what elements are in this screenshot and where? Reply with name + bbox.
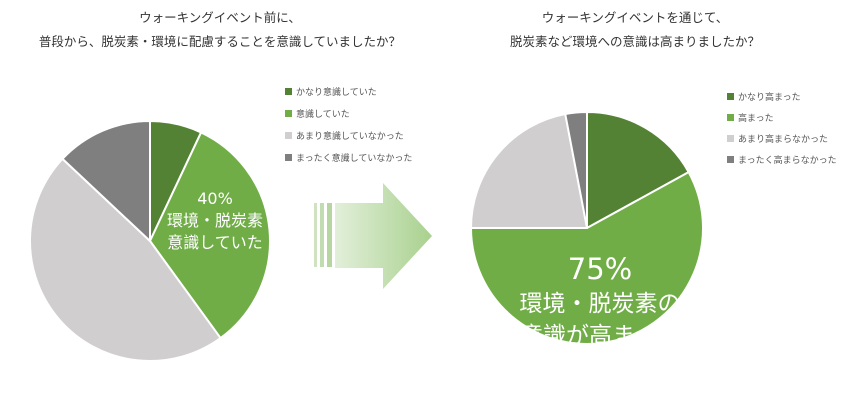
transition-arrow: [314, 183, 432, 289]
legend-after-swatch: [727, 156, 734, 163]
pie-before-slice-4: [61, 120, 151, 242]
legend-before: かなり意識していた 意識していたあまり意識していなかった まったく意識していなかった: [285, 80, 412, 168]
legend-before-swatch: [285, 131, 292, 139]
arrow-stripe: [327, 203, 332, 267]
callout-after: 75% 環境・脱炭素の 意識が高まった: [480, 250, 720, 352]
callout-before-line2: 意識していた: [167, 233, 263, 252]
chart-title-after-line-2: 脱炭素など環境への意識は高まりましたか？: [509, 34, 760, 49]
arrow-stripe: [314, 203, 317, 267]
callout-after-line1: 環境・脱炭素の: [519, 291, 681, 317]
chart-title-after: ウォーキングイベントを通じて、脱炭素など環境への意識は高まりましたか？: [470, 6, 800, 54]
legend-before-item: 意識していた: [285, 102, 412, 124]
legend-after-label: まったく高まらなかった: [738, 156, 837, 166]
legend-before-label: かなり意識していた: [296, 87, 377, 98]
legend-after-label: 高まった: [738, 114, 774, 124]
legend-after-label: あまり高まらなかった: [738, 135, 829, 145]
legend-before-swatch: [285, 87, 292, 95]
callout-after-percent: 75%: [567, 252, 633, 286]
legend-after-item: かなり高まった: [727, 86, 837, 107]
legend-after-swatch: [727, 114, 734, 121]
legend-before-item: かなり意識していた: [285, 80, 412, 102]
callout-after-line2: 意識が高まった: [519, 323, 681, 349]
chart-title-before-line-1: ウォーキングイベント前に、: [139, 10, 301, 25]
chart-title-before: ウォーキングイベント前に、普段から、脱炭素・環境に配慮することを意識していました…: [20, 6, 420, 54]
legend-before-label: まったく意識していなかった: [296, 153, 413, 164]
pie-before-slice-2: [149, 131, 271, 340]
legend-after-swatch: [727, 135, 734, 142]
legend-after-label: かなり高まった: [738, 93, 801, 103]
legend-after-item: まったく高まらなかった: [727, 149, 837, 170]
pie-before-slice-3: [28, 157, 222, 362]
legend-after-item: あまり高まらなかった: [727, 128, 837, 149]
legend-after: かなり高まった 高まったあまり高まらなかった まったく高まらなかった: [727, 86, 837, 170]
legend-before-item: まったく意識していなかった: [285, 146, 412, 168]
legend-before-label: 意識していた: [296, 109, 350, 120]
arrow-stripe: [320, 203, 324, 267]
legend-before-label: あまり意識していなかった: [296, 131, 404, 142]
legend-before-swatch: [285, 153, 292, 161]
pie-after-slice-1: [586, 111, 690, 229]
legend-after-swatch: [727, 93, 734, 100]
chart-title-before-line-2: 普段から、脱炭素・環境に配慮することを意識していましたか？: [38, 34, 402, 49]
arrow-body: [335, 183, 432, 289]
legend-before-item: あまり意識していなかった: [285, 124, 412, 146]
pie-after-slice-2: [470, 171, 704, 345]
legend-before-swatch: [285, 109, 292, 117]
chart-title-after-line-1: ウォーキングイベントを通じて、: [541, 10, 729, 25]
pie-after-slice-3: [470, 113, 588, 229]
callout-before: 40% 環境・脱炭素 意識していた: [160, 188, 270, 254]
pie-after-slice-4: [564, 110, 588, 229]
callout-before-line1: 環境・脱炭素: [166, 211, 263, 230]
legend-after-item: 高まった: [727, 107, 837, 128]
callout-before-percent: 40%: [197, 189, 233, 208]
